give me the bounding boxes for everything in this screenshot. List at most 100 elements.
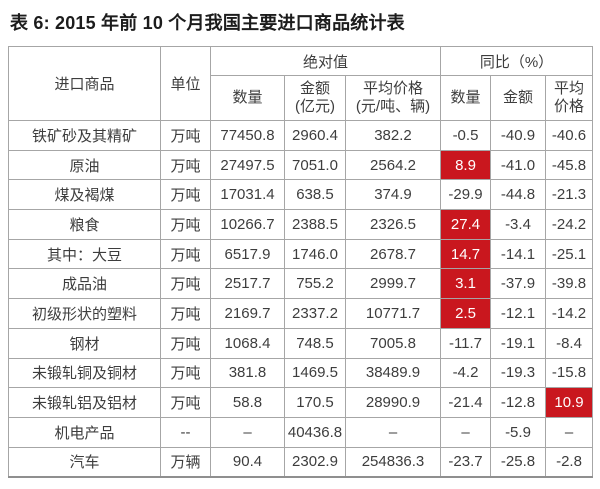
yoy-quantity-cell: 8.9 [440, 149, 491, 181]
col-header-commodity: 进口商品 [8, 46, 161, 121]
yoy-avg-price-cell: -2.8 [544, 446, 594, 478]
abs-avg-price-cell: 2564.2 [345, 149, 441, 181]
col-header-abs-amount: 金额 (亿元) [284, 75, 346, 121]
yoy-avg-price-cell: 10.9 [544, 387, 594, 418]
unit-cell: 万吨 [160, 209, 211, 240]
yoy-amount-cell: -41.0 [490, 149, 546, 181]
yoy-avg-price-cell: – [544, 416, 594, 448]
abs-amount-cell: 1746.0 [284, 238, 346, 270]
col-header-yoy-amount: 金额 [490, 75, 546, 121]
unit-cell: 万吨 [160, 357, 211, 389]
commodity-cell: 初级形状的塑料 [8, 298, 161, 329]
commodity-cell: 原油 [8, 149, 161, 181]
unit-cell: 万吨 [160, 238, 211, 270]
abs-amount-cell: 7051.0 [284, 149, 346, 181]
yoy-amount-cell: -19.1 [490, 327, 546, 359]
unit-cell: 万吨 [160, 179, 211, 211]
abs-amount-cell: 2960.4 [284, 120, 346, 151]
abs-amount-cell: 638.5 [284, 179, 346, 211]
commodity-cell: 成品油 [8, 268, 161, 300]
table-row: 粮食 万吨 10266.7 2388.5 2326.5 27.4 -3.4 -24.2 [8, 209, 594, 240]
commodity-cell: 钢材 [8, 327, 161, 359]
yoy-avg-price-cell: -25.1 [544, 238, 594, 270]
yoy-avg-price-cell: -8.4 [544, 327, 594, 359]
commodity-cell: 铁矿砂及其精矿 [8, 120, 161, 151]
import-statistics-table: 进口商品 单位 绝对值 同比（%） 数量 金额 (亿元) 平均价格 (元/吨、辆… [8, 46, 594, 479]
unit-cell: 万辆 [160, 446, 211, 478]
abs-avg-price-cell: 38489.9 [345, 357, 441, 389]
yoy-quantity-cell: -23.7 [440, 446, 491, 478]
unit-cell: 万吨 [160, 120, 211, 151]
yoy-amount-cell: -40.9 [490, 120, 546, 151]
abs-quantity-cell: – [210, 416, 285, 448]
yoy-amount-cell: -5.9 [490, 416, 546, 448]
yoy-amount-cell: -37.9 [490, 268, 546, 300]
table-row: 煤及褐煤 万吨 17031.4 638.5 374.9 -29.9 -44.8 -21.3 [8, 179, 594, 211]
unit-cell: 万吨 [160, 149, 211, 181]
commodity-cell: 煤及褐煤 [8, 179, 161, 211]
yoy-quantity-cell: -11.7 [440, 327, 491, 359]
table-row: 未锻轧铝及铝材 万吨 58.8 170.5 28990.9 -21.4 -12.8 10.9 [8, 387, 594, 418]
abs-avg-price-cell: 254836.3 [345, 446, 441, 478]
table-row: 未锻轧铜及铜材 万吨 381.8 1469.5 38489.9 -4.2 -19.3 -15.… [8, 357, 594, 389]
abs-avg-price-cell: 2326.5 [345, 209, 441, 240]
abs-quantity-cell: 58.8 [210, 387, 285, 418]
col-header-yoy-avg-price: 平均 价格 [544, 75, 594, 121]
yoy-quantity-cell: 27.4 [440, 209, 491, 240]
yoy-amount-cell: -25.8 [490, 446, 546, 478]
commodity-cell: 未锻轧铜及铜材 [8, 357, 161, 389]
unit-cell: 万吨 [160, 327, 211, 359]
col-group-yoy-percent: 同比（%） [439, 46, 594, 76]
yoy-quantity-cell: -21.4 [440, 387, 491, 418]
commodity-cell: 汽车 [8, 446, 161, 478]
yoy-avg-price-cell: -24.2 [544, 209, 594, 240]
col-header-abs-avg-price: 平均价格 (元/吨、辆) [345, 75, 441, 121]
unit-cell: -- [160, 416, 211, 448]
abs-quantity-cell: 77450.8 [210, 120, 285, 151]
yoy-quantity-cell: -29.9 [440, 179, 491, 211]
table-body: 铁矿砂及其精矿 万吨 77450.8 2960.4 382.2 -0.5 -40.9 -40.… [8, 120, 594, 478]
abs-avg-price-cell: 2999.7 [345, 268, 441, 300]
yoy-quantity-cell: 14.7 [440, 238, 491, 270]
col-header-yoy-quantity: 数量 [440, 75, 491, 121]
commodity-cell: 未锻轧铝及铝材 [8, 387, 161, 418]
table-title: 表 6: 2015 年前 10 个月我国主要进口商品统计表 [10, 13, 405, 33]
abs-amount-cell: 1469.5 [284, 357, 346, 389]
abs-amount-cell: 748.5 [284, 327, 346, 359]
abs-quantity-cell: 2517.7 [210, 268, 285, 300]
yoy-avg-price-cell: -39.8 [544, 268, 594, 300]
table-row: 成品油 万吨 2517.7 755.2 2999.7 3.1 -37.9 -39.8 [8, 268, 594, 300]
abs-avg-price-cell: – [345, 416, 441, 448]
table-row: 钢材 万吨 1068.4 748.5 7005.8 -11.7 -19.1 -8.4 [8, 327, 594, 359]
col-header-unit: 单位 [160, 46, 211, 121]
yoy-amount-cell: -19.3 [490, 357, 546, 389]
yoy-quantity-cell: 3.1 [440, 268, 491, 300]
yoy-amount-cell: -44.8 [490, 179, 546, 211]
yoy-amount-cell: -3.4 [490, 209, 546, 240]
abs-avg-price-cell: 2678.7 [345, 238, 441, 270]
abs-quantity-cell: 27497.5 [210, 149, 285, 181]
table-row: 铁矿砂及其精矿 万吨 77450.8 2960.4 382.2 -0.5 -40.9 -40.… [8, 120, 594, 151]
abs-avg-price-cell: 382.2 [345, 120, 441, 151]
table-row: 原油 万吨 27497.5 7051.0 2564.2 8.9 -41.0 -45.8 [8, 149, 594, 181]
table-header: 进口商品 单位 绝对值 同比（%） 数量 金额 (亿元) 平均价格 (元/吨、辆… [8, 46, 594, 121]
abs-quantity-cell: 6517.9 [210, 238, 285, 270]
abs-quantity-cell: 17031.4 [210, 179, 285, 211]
commodity-cell: 粮食 [8, 209, 161, 240]
yoy-avg-price-cell: -40.6 [544, 120, 594, 151]
abs-amount-cell: 170.5 [284, 387, 346, 418]
header-row-groups: 进口商品 单位 绝对值 同比（%） [8, 46, 594, 121]
table-row: 机电产品 -- –40436.8– – -5.9– [8, 416, 594, 448]
abs-amount-cell: 40436.8 [284, 416, 346, 448]
yoy-avg-price-cell: -21.3 [544, 179, 594, 211]
abs-amount-cell: 755.2 [284, 268, 346, 300]
abs-quantity-cell: 381.8 [210, 357, 285, 389]
yoy-amount-cell: -12.1 [490, 298, 546, 329]
abs-avg-price-cell: 28990.9 [345, 387, 441, 418]
commodity-cell: 机电产品 [8, 416, 161, 448]
abs-avg-price-cell: 10771.7 [345, 298, 441, 329]
table-row: 初级形状的塑料 万吨 2169.7 2337.2 10771.7 2.5 -12.1 -14.… [8, 298, 594, 329]
unit-cell: 万吨 [160, 268, 211, 300]
unit-cell: 万吨 [160, 298, 211, 329]
commodity-cell: 其中：大豆 [8, 238, 161, 270]
